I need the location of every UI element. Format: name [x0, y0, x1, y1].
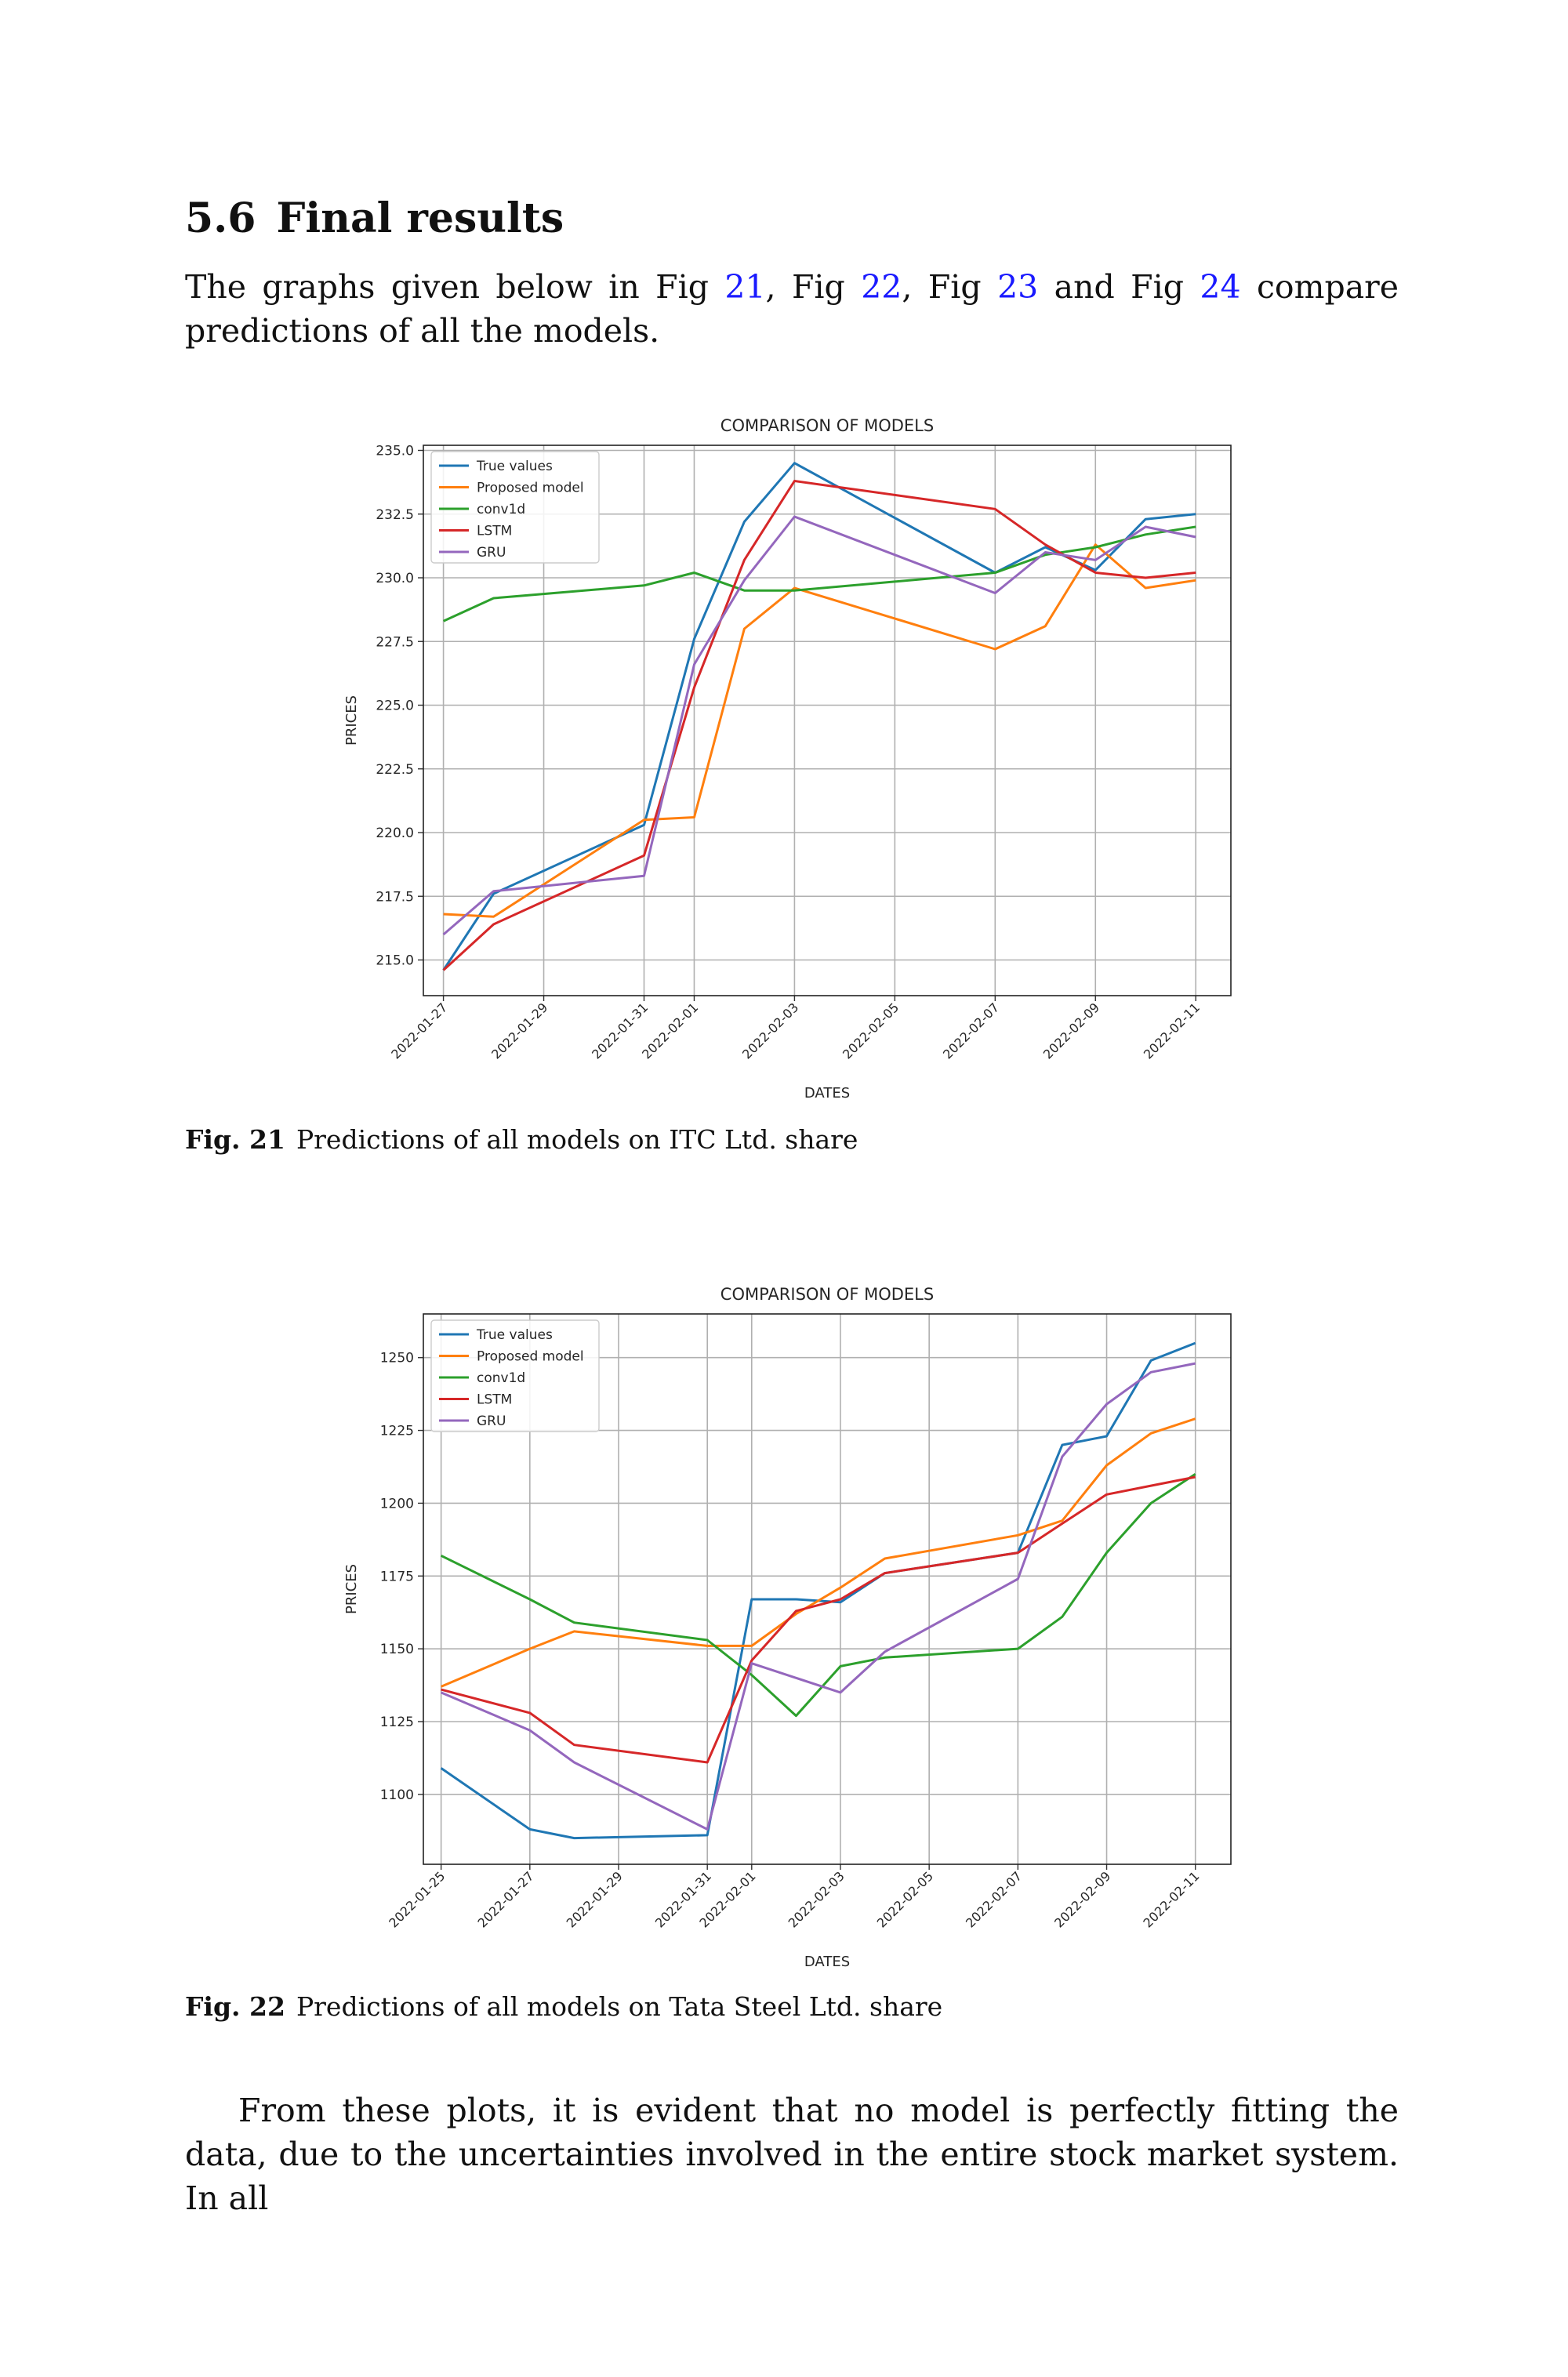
x-tick-label: 2022-02-05	[840, 1000, 902, 1061]
itc-comparison-chart: COMPARISON OF MODELS 215.0 217.5 220.0 222.5…	[343, 416, 1232, 1101]
intro-text: and Fig	[1038, 268, 1200, 306]
y-tick-label: 230.0	[376, 571, 414, 586]
series-line-lstm	[441, 1475, 1196, 1764]
chart-title: COMPARISON OF MODELS	[720, 416, 934, 435]
series-line-proposed-model	[441, 1417, 1196, 1688]
y-tick-label: 220.0	[376, 826, 414, 841]
fig-ref-24-link[interactable]: 24	[1200, 268, 1241, 306]
series-line-gru	[442, 515, 1196, 936]
section-heading: 5.6 Final results	[185, 194, 564, 242]
y-tick-label: 1125	[380, 1715, 414, 1730]
legend-entry: conv1d	[477, 1370, 525, 1386]
series-line-conv1d	[442, 525, 1196, 622]
y-tick-label: 227.5	[376, 634, 414, 650]
x-tick-label: 2022-02-09	[1051, 1868, 1113, 1930]
x-tick-label: 2022-02-11	[1140, 1868, 1202, 1930]
legend-box	[430, 1319, 600, 1432]
series-line-gru	[441, 1362, 1196, 1831]
x-tick-label: 2022-02-09	[1040, 1000, 1102, 1061]
x-tick-label: 2022-01-29	[564, 1868, 626, 1930]
y-axis-label: PRICES	[343, 695, 360, 746]
y-tick-label: 232.5	[376, 507, 414, 523]
x-axis-label: DATES	[804, 1954, 850, 1970]
figure-22-caption-text: Predictions of all models on Tata Steel …	[296, 1991, 943, 2022]
x-tick-label: 2022-01-27	[474, 1868, 536, 1930]
chart-title: COMPARISON OF MODELS	[720, 1285, 934, 1304]
figure-21-caption: Fig. 21 Predictions of all models on ITC …	[185, 1124, 858, 1155]
plot-frame	[423, 445, 1232, 996]
x-tick-label: 2022-02-11	[1141, 1000, 1203, 1061]
y-tick-label: 1175	[380, 1569, 414, 1584]
y-tick-label: 235.0	[376, 444, 414, 459]
figure-21-label: Fig. 21	[185, 1124, 285, 1155]
series-line-true-values	[440, 1341, 1196, 1840]
legend-entry: GRU	[477, 545, 506, 561]
tata-steel-comparison-chart: COMPARISON OF MODELS 1100 1125 1150 1175 1200…	[343, 1285, 1232, 1970]
intro-text: , Fig	[765, 268, 862, 306]
figure-22-chart: COMPARISON OF MODELS 1100 1125 1150 1175 1200…	[337, 1283, 1254, 1972]
legend-entry: True values	[476, 1327, 553, 1343]
y-tick-label: 222.5	[376, 762, 414, 778]
legend-entry: Proposed model	[477, 1349, 584, 1365]
x-tick-label: 2022-02-03	[739, 1000, 801, 1061]
x-axis-label: DATES	[804, 1085, 850, 1101]
y-tick-label: 225.0	[376, 699, 414, 714]
closing-paragraph: From these plots, it is evident that no …	[185, 2092, 1399, 2217]
figure-22-caption: Fig. 22 Predictions of all models on Tata…	[185, 1991, 942, 2022]
y-tick-label: 215.0	[376, 953, 414, 969]
series-line-conv1d	[440, 1473, 1196, 1718]
series-line-true-values	[442, 462, 1196, 971]
y-tick-label: 1250	[380, 1351, 414, 1366]
fig-ref-23-link[interactable]: 23	[997, 268, 1039, 306]
fig-ref-22-link[interactable]: 22	[861, 268, 902, 306]
legend-entry: conv1d	[477, 502, 525, 517]
x-tick-label: 2022-01-25	[386, 1868, 448, 1930]
x-tick-label: 2022-01-29	[488, 1000, 550, 1061]
legend-entry: Proposed model	[477, 481, 584, 496]
x-tick-label: 2022-02-07	[963, 1868, 1025, 1930]
x-tick-label: 2022-02-03	[786, 1868, 848, 1930]
intro-text: , Fig	[902, 268, 998, 306]
intro-paragraph: The graphs given below in Fig 21, Fig 22…	[185, 265, 1399, 353]
fig-ref-21-link[interactable]: 21	[724, 268, 766, 306]
intro-text: The graphs given below in Fig	[185, 268, 725, 306]
plot-frame	[423, 1313, 1232, 1865]
legend-entry: True values	[476, 459, 553, 474]
figure-21-caption-text: Predictions of all models on ITC Ltd. sh…	[296, 1124, 858, 1155]
legend-box	[430, 451, 600, 564]
y-tick-label: 1200	[380, 1496, 414, 1511]
x-tick-label: 2022-01-27	[388, 1000, 450, 1061]
legend-entry: LSTM	[477, 524, 512, 539]
figure-21-chart: COMPARISON OF MODELS 215.0 217.5 220.0 222.5…	[337, 414, 1254, 1104]
x-tick-label: 2022-02-05	[874, 1868, 936, 1930]
intro-text: compare predictions of all the models.	[185, 268, 1399, 350]
series-line-lstm	[442, 480, 1196, 971]
y-tick-label: 1225	[380, 1424, 414, 1439]
x-tick-label: 2022-02-07	[940, 1000, 1002, 1061]
legend-entry: LSTM	[477, 1392, 512, 1408]
y-axis-label: PRICES	[343, 1564, 360, 1614]
series-line-proposed-model	[443, 543, 1196, 918]
y-tick-label: 1150	[380, 1642, 414, 1657]
y-tick-label: 217.5	[376, 889, 414, 905]
section-title: Final results	[276, 194, 564, 242]
legend-entry: GRU	[477, 1413, 506, 1429]
section-number: 5.6	[185, 194, 256, 242]
figure-22-label: Fig. 22	[185, 1991, 285, 2022]
y-tick-label: 1100	[380, 1787, 414, 1803]
